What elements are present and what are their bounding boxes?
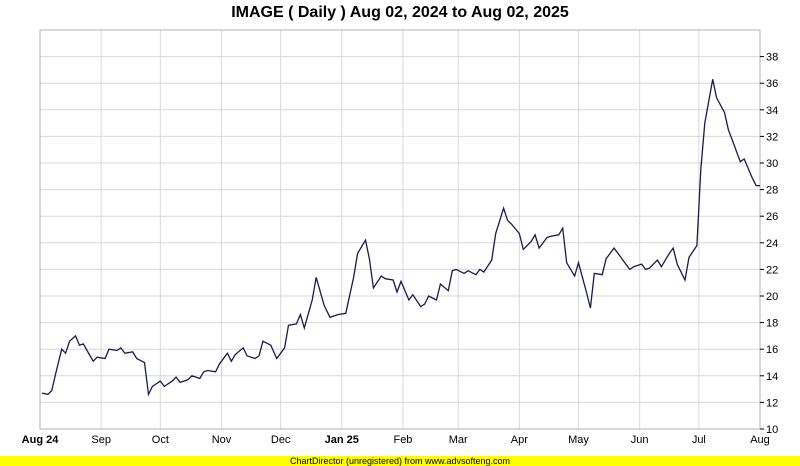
chart-title: IMAGE ( Daily ) Aug 02, 2024 to Aug 02, …	[231, 4, 569, 21]
x-tick-label: Dec	[271, 434, 291, 446]
y-tick-label: 16	[766, 344, 778, 356]
x-axis-ticks: Aug 24 Sep Oct Nov Dec Jan 25 Feb Mar Apr May Jun J…	[22, 434, 770, 446]
footer-bar	[0, 456, 800, 466]
y-tick-label: 28	[766, 185, 778, 197]
grid-lines	[39, 30, 761, 430]
x-tick-label: Nov	[212, 434, 232, 446]
x-tick-label: Oct	[152, 434, 169, 446]
y-tick-label: 20	[766, 291, 778, 303]
x-tick-label: Sep	[91, 434, 111, 446]
plot-area-frame	[39, 29, 761, 430]
y-axis-ticks: 10 12 14 16 18 20 22 24 26 28 30 32 34 36 38	[760, 52, 778, 436]
x-tick-label: Mar	[449, 434, 468, 446]
y-tick-label: 22	[766, 264, 778, 276]
y-tick-label: 12	[766, 397, 778, 409]
x-tick-label: Feb	[393, 434, 412, 446]
footer-text: ChartDirector (unregistered) from www.ad…	[289, 456, 511, 466]
x-tick-label: Apr	[511, 434, 528, 446]
x-tick-label: Jun	[631, 434, 649, 446]
y-tick-label: 10	[766, 424, 778, 436]
x-tick-label: May	[568, 434, 589, 446]
y-tick-label: 14	[766, 371, 778, 383]
x-tick-label: Jan 25	[325, 434, 359, 446]
x-tick-label: Jul	[692, 434, 706, 446]
y-tick-label: 30	[766, 158, 778, 170]
y-tick-label: 32	[766, 131, 778, 143]
price-series-line	[41, 79, 760, 397]
x-tick-label: Aug 24	[22, 434, 60, 446]
y-tick-label: 34	[766, 105, 778, 117]
y-tick-label: 24	[766, 238, 778, 250]
y-tick-label: 18	[766, 318, 778, 330]
y-tick-label: 38	[766, 52, 778, 64]
y-tick-label: 36	[766, 78, 778, 90]
x-tick-label: Aug	[750, 434, 770, 446]
y-tick-label: 26	[766, 211, 778, 223]
